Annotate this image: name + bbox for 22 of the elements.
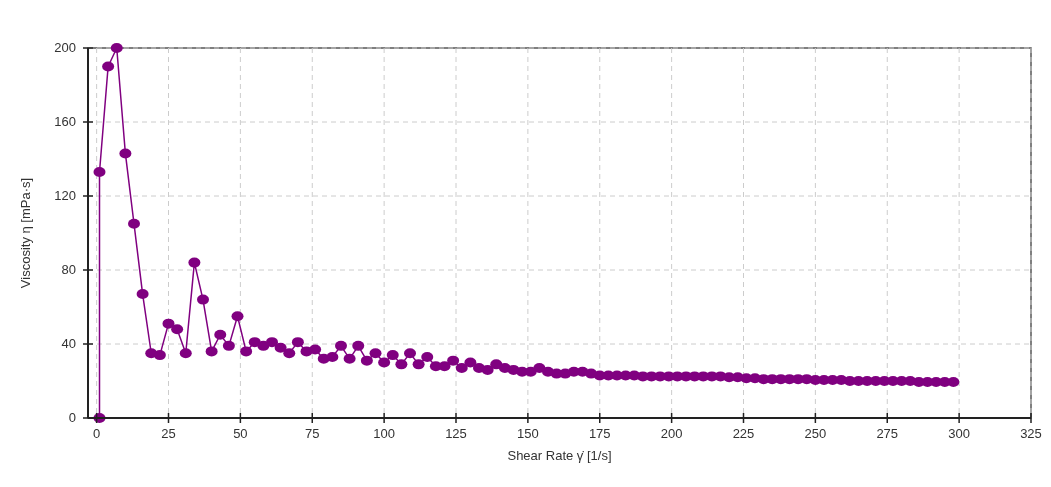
- y-tick-label: 120: [54, 188, 76, 203]
- x-tick-label: 75: [305, 426, 320, 441]
- x-tick-label: 325: [1020, 426, 1042, 441]
- x-tick-label: 175: [588, 426, 611, 441]
- y-tick-label: 160: [54, 114, 76, 129]
- x-tick-label: 125: [445, 426, 467, 441]
- x-tick-label: 100: [373, 426, 395, 441]
- y-tick-label: 40: [61, 336, 76, 351]
- x-tick-label: 275: [876, 426, 899, 441]
- y-tick-label: 80: [61, 262, 76, 277]
- y-tick-label: 0: [68, 410, 76, 425]
- x-tick-label: 225: [732, 426, 755, 441]
- x-tick-label: 150: [517, 426, 539, 441]
- x-tick-label: 50: [233, 426, 248, 441]
- x-tick-label: 25: [161, 426, 176, 441]
- x-axis-title: Shear Rate γ̇ [1/s]: [507, 448, 612, 463]
- y-tick-label: 200: [54, 40, 76, 55]
- x-tick-label: 0: [93, 426, 101, 441]
- x-tick-label: 300: [948, 426, 970, 441]
- x-tick-label: 250: [804, 426, 827, 441]
- x-tick-label: 200: [660, 426, 683, 441]
- y-axis-title: Viscosity η [mPa·s]: [18, 177, 33, 289]
